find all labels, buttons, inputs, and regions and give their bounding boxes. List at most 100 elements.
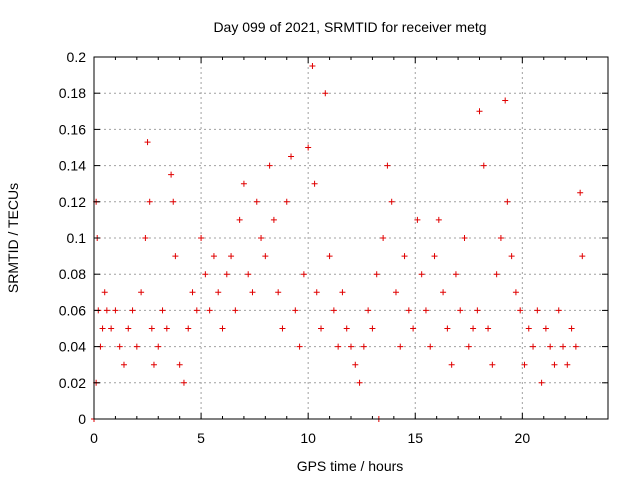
y-tick-label: 0.2 — [67, 49, 87, 65]
y-axis-label: SRMTID / TECUs — [5, 183, 21, 293]
data-point — [568, 325, 575, 332]
data-point — [493, 271, 500, 278]
grid — [94, 57, 608, 419]
data-point — [172, 253, 179, 260]
data-point — [448, 361, 455, 368]
data-point — [465, 343, 472, 350]
data-point — [155, 343, 162, 350]
data-point — [215, 289, 222, 296]
data-point — [163, 325, 170, 332]
data-point — [431, 253, 438, 260]
data-point — [144, 139, 151, 146]
data-point — [322, 90, 329, 97]
data-point — [232, 307, 239, 314]
data-point — [142, 235, 149, 241]
data-point — [422, 307, 429, 314]
plot-frame — [93, 56, 609, 420]
data-point — [352, 361, 359, 368]
x-tick-label: 15 — [407, 430, 423, 446]
data-point — [180, 379, 187, 386]
data-point — [369, 325, 376, 332]
data-point — [138, 289, 145, 296]
data-point — [148, 325, 155, 332]
data-point — [219, 325, 226, 332]
axis-ticks: 0 0.02 0.04 0.06 0.08 0.1 0.12 0.14 0.16 0.18 0.2 0… — [59, 49, 609, 446]
data-point — [480, 162, 487, 169]
data-point — [534, 307, 541, 314]
data-point — [228, 253, 235, 260]
data-point — [405, 307, 412, 314]
y-tick-label: 0.16 — [59, 121, 86, 137]
data-point — [170, 198, 177, 205]
data-point — [474, 307, 481, 314]
data-point — [198, 235, 205, 241]
y-tick-label: 0.08 — [59, 266, 86, 282]
data-point — [410, 325, 417, 332]
data-point — [517, 307, 524, 314]
data-point — [343, 325, 350, 332]
data-point — [457, 307, 464, 314]
data-point — [129, 307, 136, 314]
data-point — [275, 289, 282, 296]
y-tick-label: 0.12 — [59, 194, 86, 210]
data-point — [262, 253, 269, 260]
data-point — [326, 253, 333, 260]
data-point — [521, 361, 528, 368]
y-tick-label: 0 — [78, 411, 86, 427]
data-point — [249, 289, 256, 296]
data-point — [542, 325, 549, 332]
data-point — [311, 180, 318, 187]
data-point — [401, 253, 408, 260]
data-point — [489, 361, 496, 368]
data-point — [384, 162, 391, 169]
data-point — [579, 253, 586, 260]
y-tick-label: 0.18 — [59, 85, 86, 101]
data-point — [555, 307, 562, 314]
data-point — [103, 307, 110, 314]
data-point — [210, 253, 217, 260]
data-point — [283, 198, 290, 205]
data-point — [125, 325, 132, 332]
data-point — [112, 307, 119, 314]
x-tick-label: 20 — [515, 430, 531, 446]
y-tick-label: 0.04 — [59, 339, 86, 355]
data-point — [266, 162, 273, 169]
data-point — [476, 108, 483, 115]
y-tick-label: 0.06 — [59, 302, 86, 318]
data-point — [339, 289, 346, 296]
chart-title: Day 099 of 2021, SRMTID for receiver met… — [213, 19, 486, 35]
data-point — [223, 271, 230, 278]
data-point — [193, 307, 200, 314]
data-point — [470, 325, 477, 332]
data-point — [461, 235, 468, 241]
data-point — [508, 253, 515, 260]
data-point — [288, 153, 295, 160]
data-point — [497, 235, 504, 241]
data-point — [365, 307, 372, 314]
data-point — [202, 271, 209, 278]
data-point — [168, 171, 175, 178]
data-point — [245, 271, 252, 278]
data-point — [452, 271, 459, 278]
data-point — [335, 343, 342, 350]
data-point — [146, 198, 153, 205]
data-point — [551, 361, 558, 368]
data-point — [185, 325, 192, 332]
y-tick-label: 0.1 — [67, 230, 87, 246]
data-point — [440, 289, 447, 296]
data-point — [360, 343, 367, 350]
data-point — [530, 343, 537, 350]
data-point — [560, 343, 567, 350]
data-point — [292, 307, 299, 314]
data-point — [206, 307, 213, 314]
data-point — [313, 289, 320, 296]
data-point — [397, 343, 404, 350]
data-point — [236, 216, 243, 223]
data-point — [538, 379, 545, 386]
data-point — [300, 271, 307, 278]
data-point — [318, 325, 325, 332]
x-tick-label: 5 — [197, 430, 205, 446]
data-point — [392, 289, 399, 296]
data-point — [99, 325, 106, 332]
